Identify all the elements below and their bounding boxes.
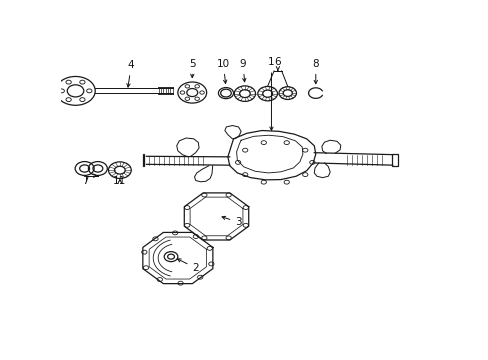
- Text: 11: 11: [113, 176, 126, 186]
- Text: 2: 2: [177, 259, 199, 273]
- Text: 1: 1: [267, 57, 274, 130]
- Text: 3: 3: [222, 216, 241, 227]
- Text: 9: 9: [239, 59, 246, 82]
- Text: 8: 8: [312, 59, 319, 84]
- Text: 5: 5: [188, 59, 195, 78]
- Text: 6: 6: [274, 57, 281, 67]
- Text: 10: 10: [216, 59, 229, 84]
- Text: 7: 7: [82, 176, 89, 186]
- Text: 4: 4: [126, 60, 134, 87]
